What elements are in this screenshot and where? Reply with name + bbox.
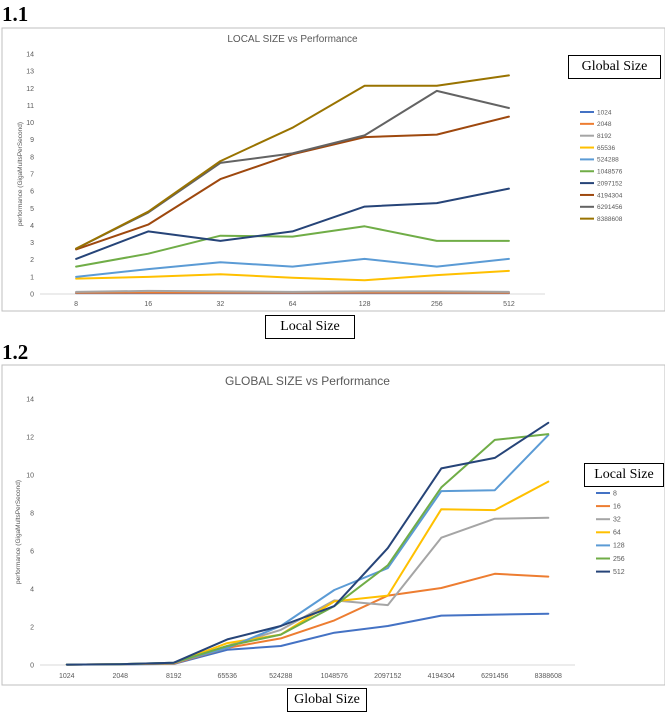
x-tick-label: 4194304 <box>428 673 455 680</box>
x-tick-label: 256 <box>431 301 443 308</box>
y-tick-label: 0 <box>30 663 34 670</box>
y-tick-label: 7 <box>30 172 34 179</box>
legend-label-65536: 65536 <box>597 145 615 152</box>
y-tick-label: 6 <box>30 189 34 196</box>
series-line-2097152 <box>75 187 510 260</box>
y-tick-label: 0 <box>30 292 34 299</box>
local-size-box-1: Local Size <box>265 315 355 339</box>
chart-title: GLOBAL SIZE vs Performance <box>225 374 390 388</box>
x-tick-label: 1048576 <box>321 673 348 680</box>
x-tick-label: 8388608 <box>535 673 562 680</box>
global-size-box-2: Global Size <box>287 688 367 712</box>
x-tick-label: 512 <box>503 301 515 308</box>
local-size-box-2: Local Size <box>584 463 664 487</box>
y-tick-label: 10 <box>26 473 34 480</box>
series-line-524288 <box>75 257 510 278</box>
section-heading-2: 1.2 <box>2 340 29 364</box>
y-tick-label: 2 <box>30 625 34 632</box>
series-line-512 <box>65 421 550 666</box>
x-tick-label: 128 <box>359 301 371 308</box>
x-tick-label: 2048 <box>112 673 128 680</box>
y-axis-label: performance (GigaMultsPerSecond) <box>17 122 24 226</box>
y-tick-label: 5 <box>30 206 34 213</box>
x-tick-label: 16 <box>144 301 152 308</box>
y-tick-label: 12 <box>26 435 34 442</box>
legend-label-32: 32 <box>613 517 621 524</box>
legend-label-524288: 524288 <box>597 157 619 164</box>
legend-label-512: 512 <box>613 569 625 576</box>
chart-2: GLOBAL SIZE vs Performance 0 2 4 6 8 10 12 14 102… <box>15 374 625 680</box>
y-tick-label: 9 <box>30 137 34 144</box>
x-tick-label: 2097152 <box>374 673 401 680</box>
legend-label-8388608: 8388608 <box>597 216 623 223</box>
legend-label-64: 64 <box>613 530 621 537</box>
chart-title: LOCAL SIZE vs Performance <box>227 34 358 45</box>
x-tick-label: 6291456 <box>481 673 508 680</box>
y-axis-label: performance (GigaMultsPerSecond) <box>15 480 22 584</box>
global-size-box: Global Size <box>568 55 661 79</box>
y-tick-label: 14 <box>26 52 34 59</box>
legend-label-2097152: 2097152 <box>597 180 623 187</box>
legend-label-1048576: 1048576 <box>597 169 623 176</box>
y-tick-label: 1 <box>30 274 34 281</box>
y-tick-label: 4 <box>30 587 34 594</box>
y-tick-label: 11 <box>27 103 34 110</box>
y-tick-label: 8 <box>30 154 34 161</box>
x-tick-label: 64 <box>289 301 297 308</box>
legend-label-16: 16 <box>613 503 621 510</box>
y-tick-label: 13 <box>26 69 34 76</box>
chart-1: LOCAL SIZE vs Performance012345678910111… <box>17 34 623 308</box>
y-tick-label: 2 <box>30 257 34 264</box>
x-tick-label: 1024 <box>59 673 75 680</box>
legend-label-128: 128 <box>613 543 625 550</box>
x-tick-label: 8 <box>74 301 78 308</box>
y-tick-label: 8 <box>30 511 34 518</box>
y-tick-label: 3 <box>30 240 34 247</box>
y-tick-label: 6 <box>30 549 34 556</box>
x-tick-label: 65536 <box>218 673 238 680</box>
chart-1-frame <box>1 27 665 312</box>
series-line-1048576 <box>75 225 510 268</box>
y-tick-label: 4 <box>30 223 34 230</box>
legend-label-8192: 8192 <box>597 133 612 140</box>
x-tick-label: 8192 <box>166 673 182 680</box>
x-tick-label: 32 <box>216 301 224 308</box>
legend-label-8: 8 <box>613 490 617 497</box>
legend-label-256: 256 <box>613 556 625 563</box>
y-tick-label: 14 <box>26 397 34 404</box>
legend-label-4194304: 4194304 <box>597 192 623 199</box>
series-line-8388608 <box>75 74 510 250</box>
section-heading-1: 1.1 <box>2 2 29 26</box>
y-tick-label: 10 <box>26 120 34 127</box>
legend-label-2048: 2048 <box>597 121 612 128</box>
legend-label-6291456: 6291456 <box>597 204 623 211</box>
series-line-8192 <box>75 289 510 293</box>
series-line-65536 <box>75 269 510 282</box>
legend-label-1024: 1024 <box>597 109 612 116</box>
x-tick-label: 524288 <box>269 673 292 680</box>
chart-2-frame <box>1 364 665 686</box>
y-tick-label: 12 <box>26 86 34 93</box>
